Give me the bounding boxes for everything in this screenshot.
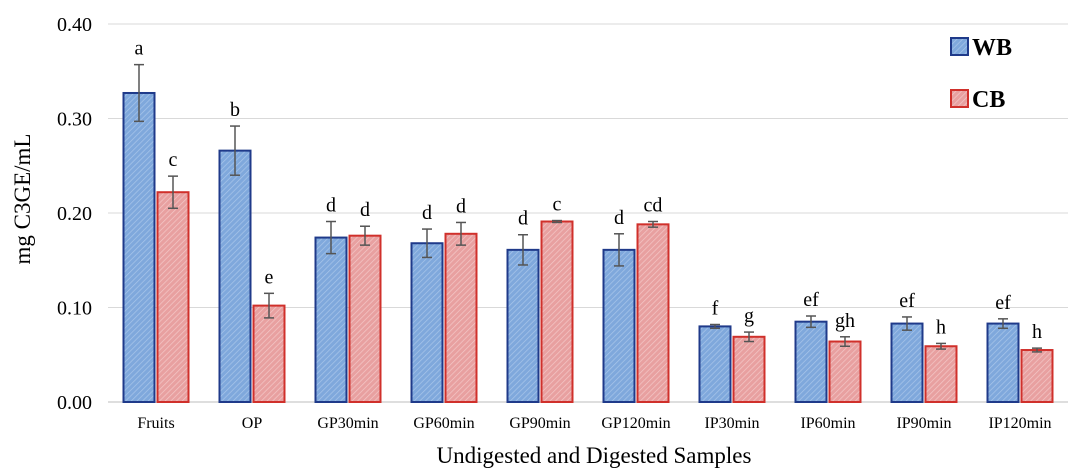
bar-wb <box>602 248 636 403</box>
significance-label-cb: g <box>744 305 754 327</box>
x-tick-label: Fruits <box>137 415 174 432</box>
legend-label-wb: WB <box>972 35 1012 61</box>
significance-label-cb: h <box>936 316 946 338</box>
significance-label-wb: a <box>135 38 144 60</box>
bar-wb <box>506 248 540 403</box>
bar-wb <box>122 91 156 404</box>
significance-label-wb: d <box>422 202 432 224</box>
bar-cb <box>1020 349 1054 403</box>
bar-cb <box>444 232 478 403</box>
legend: WB CB <box>950 35 1012 113</box>
bar-wb <box>314 236 348 403</box>
bar-cb <box>732 335 766 404</box>
significance-label-wb: b <box>230 99 240 121</box>
significance-label-wb: d <box>614 207 624 229</box>
significance-label-wb: ef <box>995 292 1011 314</box>
y-tick-label: 0.00 <box>57 392 92 414</box>
y-tick-label: 0.20 <box>57 203 92 225</box>
y-tick-label: 0.30 <box>57 109 92 131</box>
y-axis-ticks: 0.00 0.10 0.20 0.30 0.40 <box>57 14 92 414</box>
significance-label-wb: ef <box>899 290 915 312</box>
y-axis-title: mg C3GE/mL <box>10 134 35 265</box>
bar-wb <box>890 322 924 403</box>
bar-wb <box>698 325 732 403</box>
bar-cb <box>348 234 382 403</box>
x-tick-label: GP120min <box>601 415 670 432</box>
significance-label-cb: h <box>1032 321 1042 343</box>
significance-label-cb: d <box>360 199 370 221</box>
x-tick-label: GP30min <box>317 415 378 432</box>
significance-label-cb: cd <box>644 195 663 217</box>
significance-label-wb: f <box>712 298 719 320</box>
y-tick-label: 0.10 <box>57 298 92 320</box>
bar-cb <box>636 223 670 403</box>
x-axis-ticks: Fruits OP GP30min GP60min GP90min GP120min IP3… <box>137 415 1051 432</box>
significance-label-cb: d <box>456 195 466 217</box>
y-tick-label: 0.40 <box>57 14 92 36</box>
gridlines <box>108 23 1068 403</box>
significance-label-wb: d <box>518 208 528 230</box>
legend-label-cb: CB <box>972 87 1005 113</box>
bar-wb <box>218 149 252 403</box>
significance-label-cb: c <box>553 194 562 216</box>
x-tick-label: GP60min <box>413 415 474 432</box>
bar-cb <box>252 304 286 403</box>
legend-swatch-cb <box>950 89 969 108</box>
bar-cb <box>924 345 958 403</box>
x-axis-title: Undigested and Digested Samples <box>437 443 752 468</box>
bar-wb <box>410 242 444 403</box>
bar-cb <box>828 340 862 403</box>
x-tick-label: IP60min <box>800 415 855 432</box>
legend-swatch-wb <box>950 37 969 56</box>
bar-wb <box>986 322 1020 403</box>
x-tick-label: IP120min <box>988 415 1051 432</box>
significance-label-cb: gh <box>835 310 855 332</box>
bar-cb <box>540 220 574 403</box>
bar-cb <box>156 191 190 403</box>
x-tick-label: GP90min <box>509 415 570 432</box>
x-tick-label: OP <box>242 415 263 432</box>
significance-label-cb: e <box>265 266 274 288</box>
significance-label-wb: d <box>326 195 336 217</box>
x-tick-label: IP90min <box>896 415 951 432</box>
significance-label-wb: ef <box>803 289 819 311</box>
bar-wb <box>794 320 828 403</box>
x-tick-label: IP30min <box>704 415 759 432</box>
significance-label-cb: c <box>169 149 178 171</box>
